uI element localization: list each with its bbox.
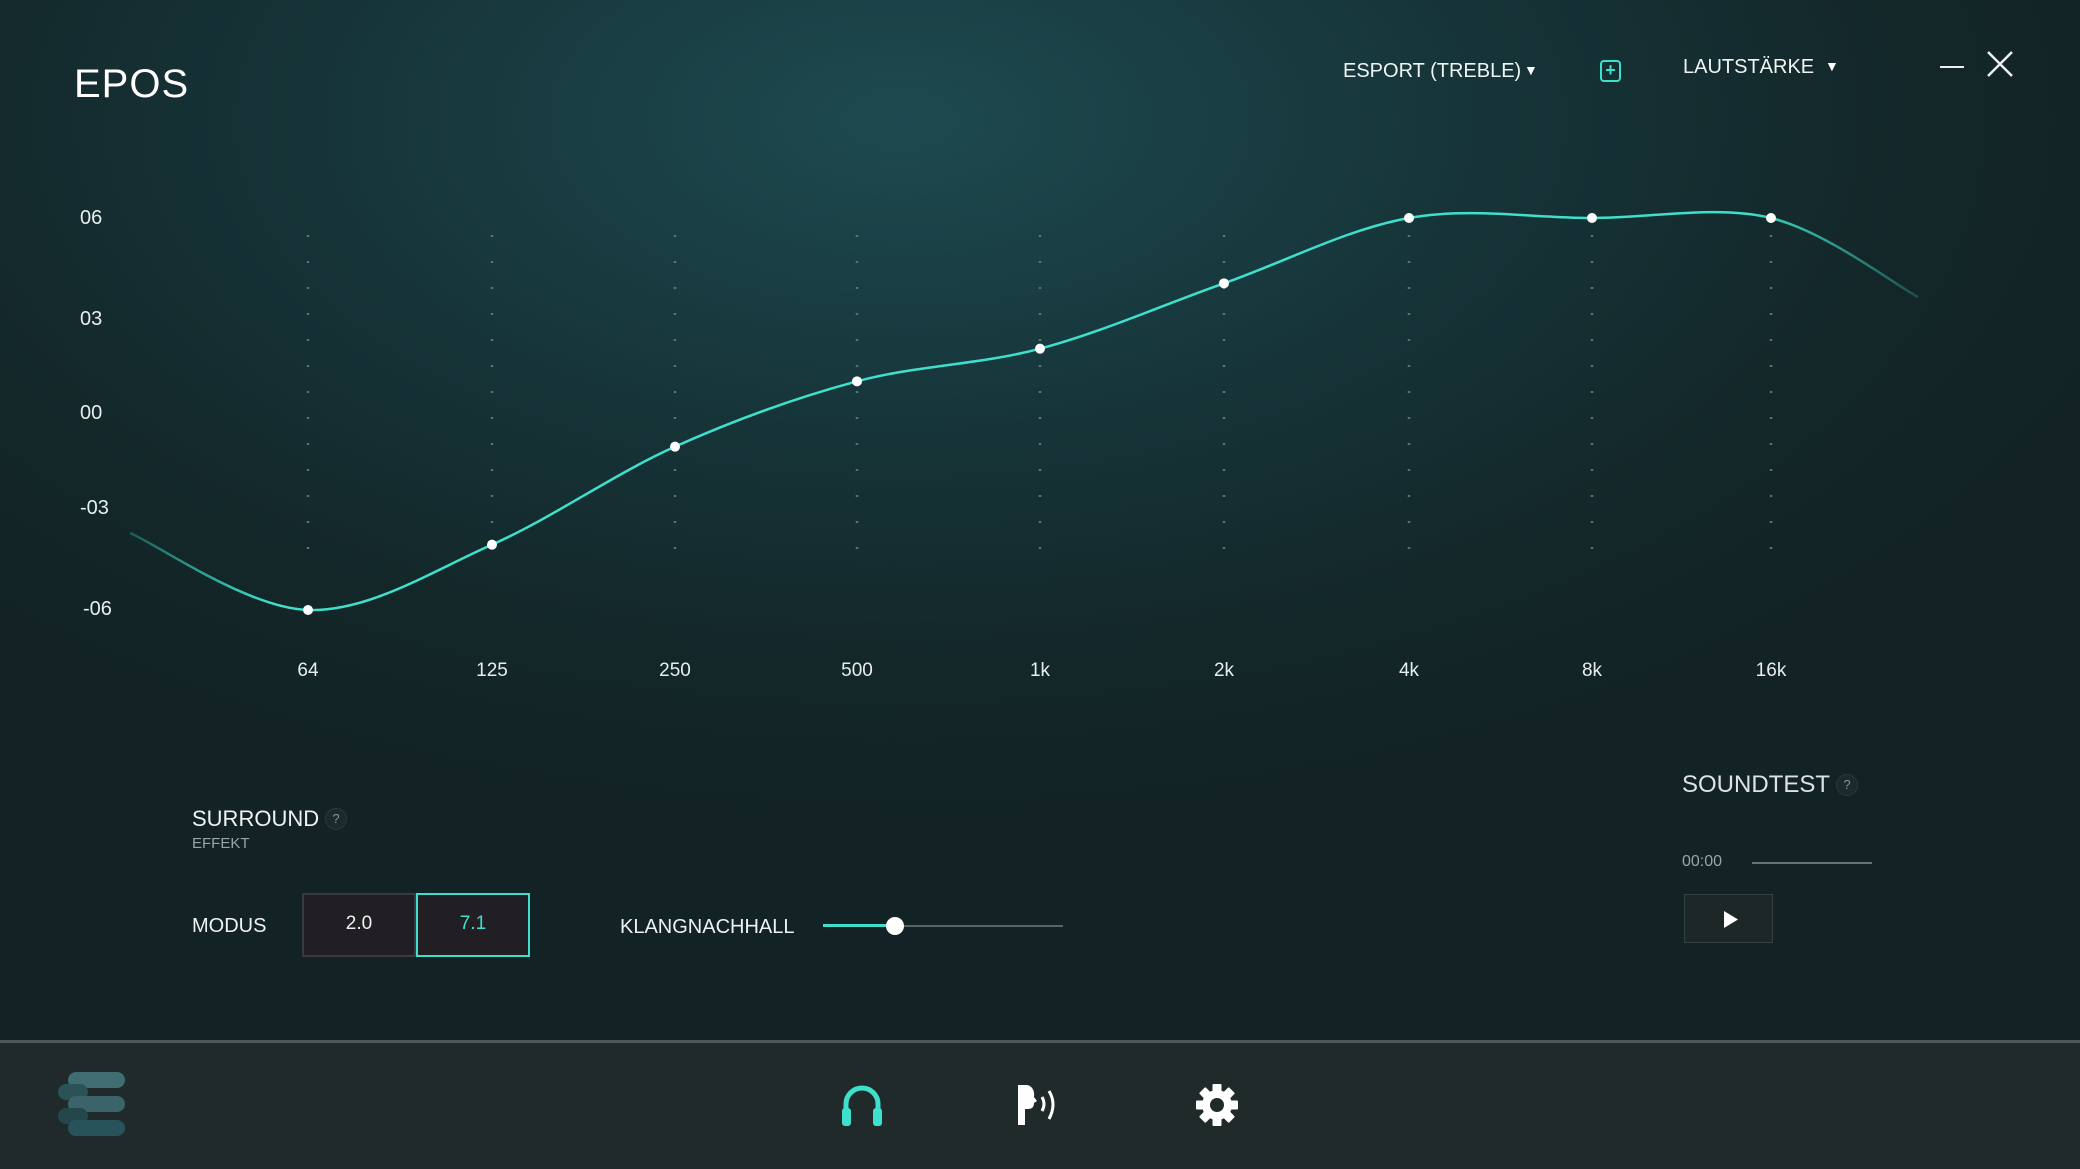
x-tick: 16k [1755, 660, 1787, 681]
soundtest-progress[interactable] [1752, 862, 1872, 864]
y-tick: 03 [80, 308, 103, 330]
bottom-nav [0, 1040, 2080, 1169]
play-button[interactable] [1684, 894, 1773, 943]
minimize-button[interactable] [1940, 66, 1964, 68]
eq-band-handle[interactable] [1219, 278, 1229, 289]
epos-menu-icon[interactable] [58, 1070, 128, 1140]
mode-2-0-button[interactable]: 2.0 [302, 893, 416, 957]
voice-icon[interactable] [1016, 1083, 1064, 1127]
x-tick: 500 [841, 660, 873, 681]
eq-band-handle[interactable] [487, 539, 497, 550]
x-tick: 125 [476, 660, 508, 681]
x-tick: 1k [1029, 660, 1051, 681]
y-tick: -06 [83, 598, 112, 620]
eq-curve [129, 210, 1919, 612]
soundtest-help-icon[interactable]: ? [1836, 774, 1858, 796]
x-tick: 2k [1213, 660, 1235, 681]
y-tick: 06 [80, 207, 103, 229]
eq-band-handle[interactable] [1035, 343, 1045, 354]
surround-subtitle: EFFEKT [192, 835, 250, 852]
equalizer-chart[interactable] [0, 0, 2080, 700]
volume-dropdown[interactable]: LAUTSTÄRKE [1683, 56, 1815, 78]
preset-dropdown[interactable]: ESPORT (TREBLE) [1343, 60, 1522, 82]
x-tick: 8k [1581, 660, 1603, 681]
soundtest-title: SOUNDTEST [1682, 771, 1831, 798]
reverb-slider-fill [823, 924, 895, 927]
reverb-slider-track[interactable] [823, 925, 1063, 927]
headphones-icon[interactable] [840, 1082, 884, 1128]
epos-logo: EPOS [74, 62, 190, 106]
preset-chevron-down-icon[interactable]: ▼ [1524, 62, 1538, 78]
mode-label: MODUS [192, 915, 267, 937]
y-tick: 00 [80, 402, 103, 424]
eq-band-handle[interactable] [1587, 213, 1597, 223]
gear-icon[interactable] [1195, 1083, 1239, 1127]
surround-title: SURROUND [192, 806, 320, 831]
close-button[interactable] [1984, 48, 2016, 80]
mode-7-1-button[interactable]: 7.1 [416, 893, 530, 957]
volume-chevron-down-icon[interactable]: ▼ [1825, 58, 1839, 74]
eq-band-handle[interactable] [852, 376, 862, 387]
add-preset-icon[interactable]: + [1600, 60, 1621, 82]
reverb-label: KLANGNACHHALL [620, 916, 795, 938]
y-tick: -03 [80, 497, 109, 519]
x-tick: 4k [1398, 660, 1420, 681]
surround-help-icon[interactable]: ? [325, 808, 347, 830]
eq-band-handle[interactable] [303, 605, 313, 615]
reverb-slider-thumb[interactable] [886, 917, 904, 935]
play-icon [1724, 911, 1738, 928]
eq-band-handle[interactable] [670, 441, 680, 452]
soundtest-time: 00:00 [1682, 853, 1723, 870]
eq-band-handle[interactable] [1766, 213, 1776, 223]
eq-band-handle[interactable] [1404, 213, 1414, 223]
x-tick: 64 [297, 660, 319, 681]
x-tick: 250 [659, 660, 691, 681]
